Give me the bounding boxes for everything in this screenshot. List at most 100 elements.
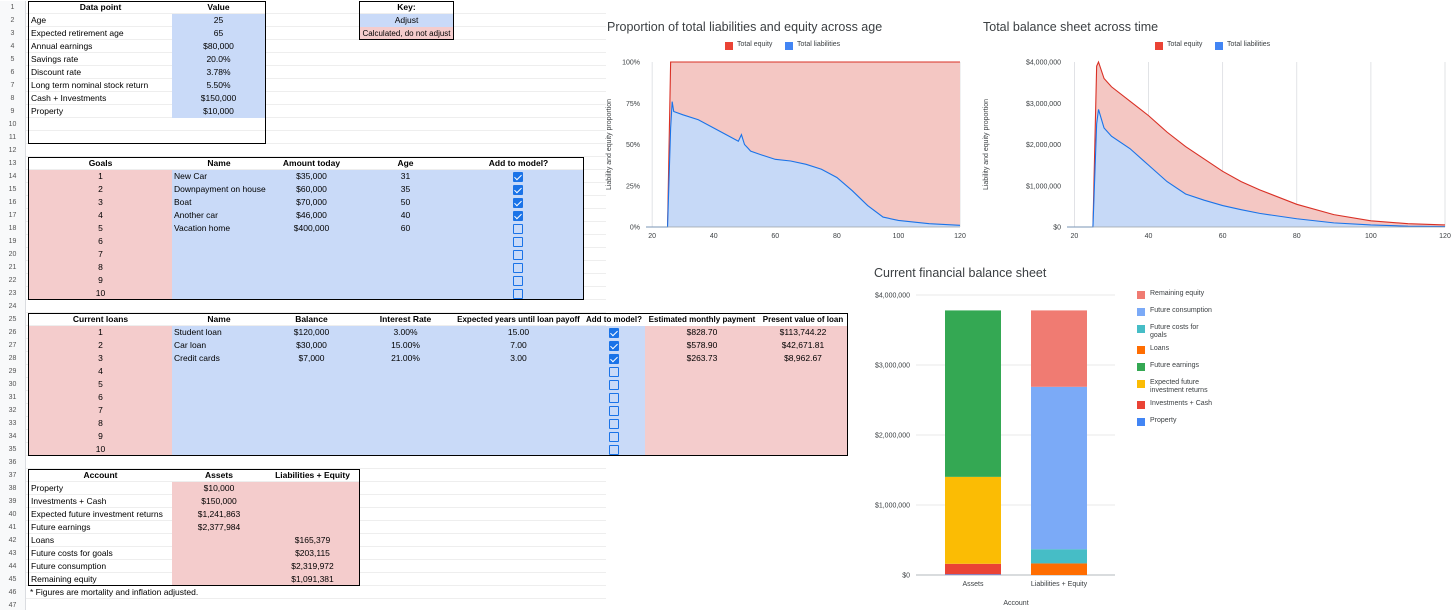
input-value[interactable]: 3.78% xyxy=(206,67,231,77)
goals-header[interactable]: Add to model? xyxy=(488,158,549,168)
goal-number[interactable]: 5 xyxy=(98,223,103,233)
input-label[interactable]: Age xyxy=(31,15,47,25)
goal-amount[interactable]: $35,000 xyxy=(296,171,327,181)
goal-name[interactable]: Another car xyxy=(174,210,218,220)
footnote[interactable]: * Figures are mortality and inflation ad… xyxy=(30,587,199,597)
balance-account[interactable]: Loans xyxy=(31,535,55,545)
loans-header[interactable]: Interest Rate xyxy=(379,314,432,324)
loan-add-checkbox[interactable] xyxy=(609,353,619,364)
goal-add-checkbox[interactable] xyxy=(513,288,523,299)
loan-interest-rate[interactable]: 21.00% xyxy=(391,353,420,363)
balance-account[interactable]: Future earnings xyxy=(31,522,91,532)
loan-balance[interactable]: $30,000 xyxy=(296,340,327,350)
goal-number[interactable]: 7 xyxy=(98,249,103,259)
inputs-header-point[interactable]: Data point xyxy=(79,2,122,12)
input-label[interactable]: Cash + Investments xyxy=(31,93,107,103)
key-adjust-label[interactable]: Adjust xyxy=(394,15,419,25)
loan-number[interactable]: 4 xyxy=(98,366,103,376)
goals-header[interactable]: Age xyxy=(397,158,414,168)
goal-add-checkbox[interactable] xyxy=(513,249,523,260)
loans-header[interactable]: Expected years until loan payoff xyxy=(457,315,580,324)
balance-header[interactable]: Liabilities + Equity xyxy=(275,470,350,480)
loans-header[interactable]: Add to model? xyxy=(586,315,642,324)
loan-add-checkbox[interactable] xyxy=(609,392,619,403)
loan-number[interactable]: 2 xyxy=(98,340,103,350)
loan-number[interactable]: 10 xyxy=(95,444,106,454)
loan-number[interactable]: 7 xyxy=(98,405,103,415)
loan-add-checkbox[interactable] xyxy=(609,405,619,416)
goal-add-checkbox[interactable] xyxy=(513,275,523,286)
loan-add-checkbox[interactable] xyxy=(609,366,619,377)
loan-present-value[interactable]: $113,744.22 xyxy=(779,327,827,337)
goal-number[interactable]: 1 xyxy=(98,171,103,181)
goal-add-checkbox[interactable] xyxy=(513,236,523,247)
loan-name[interactable]: Student loan xyxy=(174,327,222,337)
input-value[interactable]: 20.0% xyxy=(206,54,231,64)
loan-payoff-years[interactable]: 3.00 xyxy=(510,353,527,363)
loan-add-checkbox[interactable] xyxy=(609,379,619,390)
goal-name[interactable]: Vacation home xyxy=(174,223,231,233)
balance-assets[interactable]: $150,000 xyxy=(201,496,237,506)
goal-number[interactable]: 8 xyxy=(98,262,103,272)
goal-amount[interactable]: $400,000 xyxy=(293,223,330,233)
goal-number[interactable]: 3 xyxy=(98,197,103,207)
input-value[interactable]: 25 xyxy=(213,15,224,25)
balance-header[interactable]: Assets xyxy=(205,470,233,480)
goal-number[interactable]: 10 xyxy=(95,288,106,298)
loan-add-checkbox[interactable] xyxy=(609,444,619,455)
loan-number[interactable]: 5 xyxy=(98,379,103,389)
input-label[interactable]: Savings rate xyxy=(31,54,79,64)
loan-add-checkbox[interactable] xyxy=(609,340,619,351)
balance-account[interactable]: Expected future investment returns xyxy=(31,509,163,519)
input-label[interactable]: Property xyxy=(31,106,64,116)
loan-number[interactable]: 1 xyxy=(98,327,103,337)
goal-number[interactable]: 2 xyxy=(98,184,103,194)
goal-add-checkbox[interactable] xyxy=(513,197,523,208)
goal-number[interactable]: 9 xyxy=(98,275,103,285)
goals-header[interactable]: Amount today xyxy=(282,158,341,168)
balance-account[interactable]: Remaining equity xyxy=(31,574,97,584)
input-value[interactable]: $150,000 xyxy=(200,93,237,103)
loan-present-value[interactable]: $42,671.81 xyxy=(781,340,825,350)
loan-monthly-payment[interactable]: $578.90 xyxy=(686,340,718,350)
goal-add-checkbox[interactable] xyxy=(513,171,523,182)
key-title[interactable]: Key: xyxy=(397,2,416,12)
input-value[interactable]: 65 xyxy=(213,28,224,38)
loan-balance[interactable]: $7,000 xyxy=(298,353,325,363)
loan-add-checkbox[interactable] xyxy=(609,431,619,442)
loans-header[interactable]: Current loans xyxy=(72,314,129,324)
loan-add-checkbox[interactable] xyxy=(609,327,619,338)
loan-add-checkbox[interactable] xyxy=(609,418,619,429)
input-value[interactable]: $80,000 xyxy=(203,41,234,51)
loans-header[interactable]: Balance xyxy=(295,314,328,324)
input-value[interactable]: 5.50% xyxy=(206,80,231,90)
loan-monthly-payment[interactable]: $263.73 xyxy=(686,353,718,363)
loans-header[interactable]: Present value of loan xyxy=(762,315,844,324)
goal-age[interactable]: 31 xyxy=(400,171,411,181)
balance-assets[interactable]: $10,000 xyxy=(203,483,235,493)
loans-header[interactable]: Estimated monthly payment xyxy=(648,315,756,324)
loan-number[interactable]: 3 xyxy=(98,353,103,363)
balance-account[interactable]: Investments + Cash xyxy=(31,496,107,506)
goal-name[interactable]: New Car xyxy=(174,171,208,181)
balance-account[interactable]: Future costs for goals xyxy=(31,548,113,558)
goal-name[interactable]: Boat xyxy=(174,197,192,207)
goal-number[interactable]: 6 xyxy=(98,236,103,246)
balance-liabilities-equity[interactable]: $2,319,972 xyxy=(291,561,334,571)
goal-age[interactable]: 40 xyxy=(400,210,411,220)
goal-age[interactable]: 35 xyxy=(400,184,411,194)
loan-monthly-payment[interactable]: $828.70 xyxy=(686,327,718,337)
goal-amount[interactable]: $46,000 xyxy=(296,210,327,220)
goal-add-checkbox[interactable] xyxy=(513,223,523,234)
balance-liabilities-equity[interactable]: $1,091,381 xyxy=(291,574,334,584)
input-label[interactable]: Annual earnings xyxy=(31,41,93,51)
goal-amount[interactable]: $70,000 xyxy=(296,197,327,207)
input-label[interactable]: Discount rate xyxy=(31,67,82,77)
goals-header[interactable]: Name xyxy=(207,158,231,168)
input-value[interactable]: $10,000 xyxy=(203,106,234,116)
balance-account[interactable]: Property xyxy=(31,483,64,493)
loan-present-value[interactable]: $8,962.67 xyxy=(784,353,822,363)
loan-payoff-years[interactable]: 15.00 xyxy=(507,327,530,337)
goal-add-checkbox[interactable] xyxy=(513,184,523,195)
loan-name[interactable]: Car loan xyxy=(174,340,207,350)
